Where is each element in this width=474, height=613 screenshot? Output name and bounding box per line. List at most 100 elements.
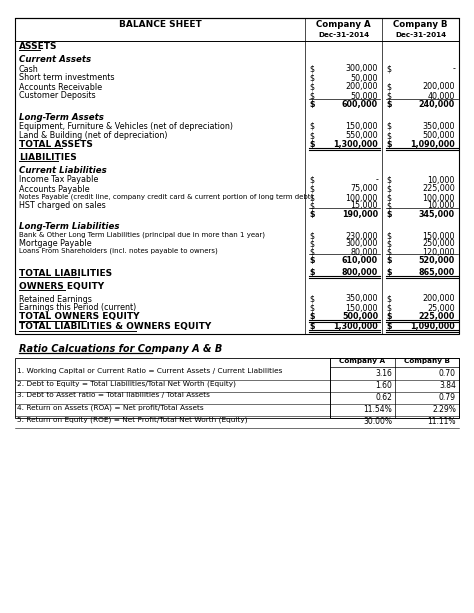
Text: 3.84: 3.84: [439, 381, 456, 389]
Text: $: $: [309, 322, 315, 332]
Text: 10,000: 10,000: [428, 201, 455, 210]
Text: 75,000: 75,000: [350, 185, 378, 194]
Text: 240,000: 240,000: [419, 101, 455, 110]
Text: Long-Term Assets: Long-Term Assets: [19, 113, 104, 121]
Text: $: $: [309, 74, 314, 83]
Text: Long-Term Liabilities: Long-Term Liabilities: [19, 222, 119, 231]
Text: $: $: [386, 313, 392, 321]
Text: 10,000: 10,000: [428, 175, 455, 185]
Text: 550,000: 550,000: [346, 131, 378, 140]
Text: $: $: [386, 322, 392, 332]
Text: Accounts Receivable: Accounts Receivable: [19, 83, 102, 91]
Text: 350,000: 350,000: [346, 294, 378, 303]
Text: 225,000: 225,000: [419, 313, 455, 321]
Text: $: $: [309, 194, 314, 202]
Text: Bank & Other Long Term Liabilities (principal due in more than 1 year): Bank & Other Long Term Liabilities (prin…: [19, 232, 265, 238]
Text: 1. Working Capital or Current Ratio = Current Assets / Current Liabilities: 1. Working Capital or Current Ratio = Cu…: [17, 368, 283, 375]
Text: Customer Deposits: Customer Deposits: [19, 91, 96, 101]
Text: 200,000: 200,000: [346, 83, 378, 91]
Text: 0.62: 0.62: [375, 392, 392, 402]
Text: 1,300,000: 1,300,000: [333, 322, 378, 332]
Text: 200,000: 200,000: [422, 83, 455, 91]
Text: $: $: [309, 248, 314, 257]
Text: $: $: [386, 140, 392, 149]
Text: Cash: Cash: [19, 64, 39, 74]
Text: $: $: [309, 313, 315, 321]
Text: 30.00%: 30.00%: [363, 416, 392, 425]
Text: 11.11%: 11.11%: [428, 416, 456, 425]
Text: 80,000: 80,000: [351, 248, 378, 257]
Text: $: $: [309, 175, 314, 185]
Text: $: $: [309, 64, 314, 74]
Text: Ratio Calcuations for Company A & B: Ratio Calcuations for Company A & B: [19, 343, 222, 354]
Text: 1,300,000: 1,300,000: [333, 140, 378, 149]
Text: $: $: [309, 185, 314, 194]
Text: $: $: [309, 122, 314, 131]
Text: 0.70: 0.70: [439, 368, 456, 378]
Text: $: $: [309, 239, 314, 248]
Text: 4. Return on Assets (ROA) = Net profit/Total Assets: 4. Return on Assets (ROA) = Net profit/T…: [17, 405, 204, 411]
Bar: [330, 357, 459, 417]
Text: OWNERS EQUITY: OWNERS EQUITY: [19, 281, 104, 291]
Text: 40,000: 40,000: [428, 91, 455, 101]
Text: 1.60: 1.60: [375, 381, 392, 389]
Text: 610,000: 610,000: [342, 256, 378, 264]
Text: 600,000: 600,000: [342, 101, 378, 110]
Text: $: $: [309, 268, 315, 278]
Text: Accounts Payable: Accounts Payable: [19, 185, 90, 194]
Text: 350,000: 350,000: [422, 122, 455, 131]
Text: 120,000: 120,000: [422, 248, 455, 257]
Text: Company A: Company A: [316, 20, 371, 29]
Text: $: $: [386, 122, 391, 131]
Text: $: $: [386, 83, 391, 91]
Text: 1,090,000: 1,090,000: [410, 140, 455, 149]
Text: 345,000: 345,000: [419, 210, 455, 219]
Text: $: $: [386, 201, 391, 210]
Text: $: $: [386, 239, 391, 248]
Text: 15,000: 15,000: [350, 201, 378, 210]
Text: 200,000: 200,000: [422, 294, 455, 303]
Text: Equipment, Furniture & Vehicles (net of depreciation): Equipment, Furniture & Vehicles (net of …: [19, 122, 233, 131]
Text: 2. Debt to Equity = Total Liabilities/Total Net Worth (Equity): 2. Debt to Equity = Total Liabilities/To…: [17, 381, 236, 387]
Text: Current Assets: Current Assets: [19, 55, 91, 64]
Bar: [15, 18, 459, 333]
Text: 500,000: 500,000: [342, 313, 378, 321]
Text: 50,000: 50,000: [350, 74, 378, 83]
Text: 520,000: 520,000: [419, 256, 455, 264]
Text: Company B: Company B: [393, 20, 448, 29]
Text: TOTAL ASSETS: TOTAL ASSETS: [19, 140, 93, 149]
Text: Company A: Company A: [339, 359, 385, 365]
Text: 800,000: 800,000: [342, 268, 378, 278]
Text: TOTAL LIABILITIES & OWNERS EQUITY: TOTAL LIABILITIES & OWNERS EQUITY: [19, 322, 211, 332]
Text: 300,000: 300,000: [346, 64, 378, 74]
Text: 230,000: 230,000: [346, 232, 378, 240]
Text: $: $: [386, 210, 392, 219]
Text: 150,000: 150,000: [346, 303, 378, 313]
Text: TOTAL OWNERS EQUITY: TOTAL OWNERS EQUITY: [19, 313, 139, 321]
Text: $: $: [309, 201, 314, 210]
Text: Dec-31-2014: Dec-31-2014: [318, 32, 369, 38]
Text: $: $: [386, 131, 391, 140]
Text: 225,000: 225,000: [422, 185, 455, 194]
Text: 100,000: 100,000: [346, 194, 378, 202]
Text: Earnings this Period (current): Earnings this Period (current): [19, 303, 136, 313]
Text: 150,000: 150,000: [422, 232, 455, 240]
Text: 3.16: 3.16: [375, 368, 392, 378]
Text: 190,000: 190,000: [342, 210, 378, 219]
Text: 3. Debt to Asset ratio = Total liabilities / Total Assets: 3. Debt to Asset ratio = Total liabiliti…: [17, 392, 210, 398]
Text: $: $: [309, 294, 314, 303]
Text: $: $: [386, 232, 391, 240]
Text: -: -: [452, 64, 455, 74]
Text: $: $: [309, 210, 315, 219]
Text: HST charged on sales: HST charged on sales: [19, 201, 106, 210]
Text: $: $: [386, 64, 391, 74]
Text: 50,000: 50,000: [350, 91, 378, 101]
Text: 100,000: 100,000: [423, 194, 455, 202]
Text: 11.54%: 11.54%: [363, 405, 392, 414]
Text: $: $: [309, 140, 315, 149]
Text: Current Liabilities: Current Liabilities: [19, 166, 107, 175]
Text: 250,000: 250,000: [422, 239, 455, 248]
Text: Mortgage Payable: Mortgage Payable: [19, 239, 91, 248]
Text: LIABILITIES: LIABILITIES: [19, 153, 77, 162]
Text: $: $: [386, 101, 392, 110]
